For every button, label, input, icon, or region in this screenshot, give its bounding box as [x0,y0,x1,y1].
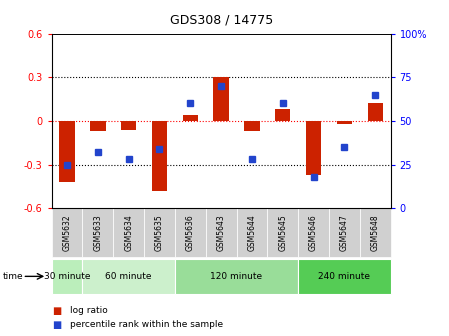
Bar [244,121,260,131]
Text: GSM5648: GSM5648 [371,214,380,251]
Bar [337,121,352,124]
Bar [83,259,175,294]
Text: GSM5632: GSM5632 [62,214,71,251]
Text: GSM5645: GSM5645 [278,214,287,251]
Bar [59,121,75,182]
Text: 30 minute: 30 minute [44,272,90,281]
Text: GSM5633: GSM5633 [93,214,102,251]
Text: GSM5635: GSM5635 [155,214,164,251]
Text: ■: ■ [52,320,61,330]
Text: GSM5646: GSM5646 [309,214,318,251]
Text: GSM5643: GSM5643 [216,214,226,251]
Bar [175,259,298,294]
Bar [183,115,198,121]
Text: ■: ■ [52,306,61,316]
Text: GDS308 / 14775: GDS308 / 14775 [170,13,273,27]
Text: GSM5636: GSM5636 [186,214,195,251]
Bar [368,103,383,121]
Text: time: time [2,272,23,281]
Bar [306,121,321,175]
Text: log ratio: log ratio [70,306,107,315]
Bar [213,77,229,121]
Text: GSM5634: GSM5634 [124,214,133,251]
Text: 120 minute: 120 minute [211,272,263,281]
Bar [152,121,167,191]
Text: GSM5647: GSM5647 [340,214,349,251]
Bar [275,109,291,121]
Bar [298,259,391,294]
Bar [90,121,106,131]
Text: percentile rank within the sample: percentile rank within the sample [70,321,223,329]
Bar [121,121,136,130]
Text: 240 minute: 240 minute [318,272,370,281]
Text: 60 minute: 60 minute [106,272,152,281]
Bar [52,259,83,294]
Text: GSM5644: GSM5644 [247,214,256,251]
